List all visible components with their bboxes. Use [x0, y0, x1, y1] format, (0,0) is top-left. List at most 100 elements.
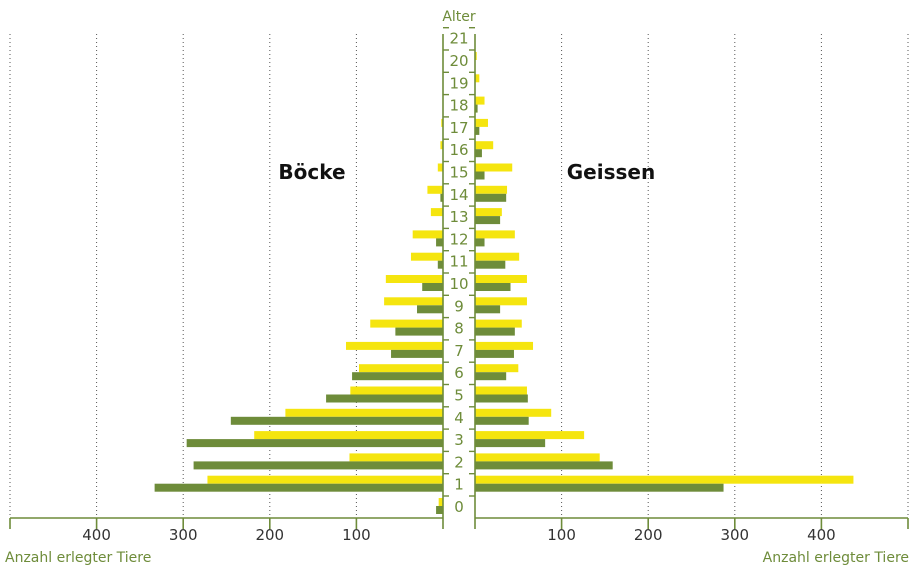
bar-left-green-age-0: [436, 506, 443, 514]
bar-right-yellow-age-5: [475, 386, 527, 395]
bar-left-yellow-age-9: [384, 297, 443, 306]
bar-right-yellow-age-1: [475, 475, 854, 484]
age-label-19: 19: [449, 74, 468, 92]
bar-left-green-age-11: [437, 260, 443, 269]
bar-right-green-age-17: [475, 126, 480, 135]
bar-right-yellow-age-11: [475, 252, 520, 261]
bar-right-green-age-16: [475, 149, 482, 158]
bars: [154, 52, 854, 514]
tick-label-right-400: 400: [807, 526, 836, 544]
bar-right-yellow-age-2: [475, 453, 600, 462]
bar-left-yellow-age-4: [285, 408, 443, 417]
age-label-7: 7: [454, 342, 464, 360]
bar-right-green-age-9: [475, 305, 501, 314]
bar-right-yellow-age-8: [475, 319, 522, 328]
bar-left-green-age-8: [395, 327, 443, 336]
bar-right-yellow-age-12: [475, 230, 515, 239]
age-label-14: 14: [449, 186, 468, 204]
age-label-9: 9: [454, 297, 464, 315]
bar-right-green-age-8: [475, 327, 515, 336]
gridlines: [9, 34, 909, 518]
bar-left-yellow-age-17: [441, 118, 443, 127]
tick-label-left-300: 300: [169, 526, 198, 544]
bar-right-green-age-5: [475, 394, 528, 403]
bar-left-green-age-12: [436, 238, 443, 247]
left-panel-label: Böcke: [278, 160, 345, 184]
age-label-6: 6: [454, 364, 464, 382]
bar-left-green-age-7: [391, 349, 443, 358]
age-label-3: 3: [454, 431, 464, 449]
bar-left-yellow-age-1: [207, 475, 443, 484]
bar-left-yellow-age-3: [254, 431, 443, 440]
tick-label-right-100: 100: [547, 526, 576, 544]
bar-left-green-age-4: [230, 416, 443, 425]
bar-right-yellow-age-13: [475, 208, 502, 217]
bar-right-green-age-14: [475, 193, 507, 202]
bar-right-green-age-6: [475, 372, 507, 381]
x-axis-title-right: Anzahl erlegter Tiere: [763, 550, 909, 566]
bar-left-yellow-age-6: [358, 364, 443, 373]
bar-left-yellow-age-12: [412, 230, 443, 239]
bar-right-green-age-12: [475, 238, 485, 247]
tick-labels: 100 100 200 200 300 300 400 400: [82, 526, 835, 544]
bar-right-green-age-13: [475, 216, 501, 225]
bar-right-yellow-age-19: [475, 74, 480, 83]
bar-right-green-age-10: [475, 283, 511, 291]
bar-right-yellow-age-18: [475, 96, 485, 105]
bar-left-yellow-age-11: [410, 252, 443, 261]
bar-left-yellow-age-13: [430, 208, 443, 217]
bar-left-yellow-age-0: [438, 498, 443, 506]
age-label-0: 0: [454, 498, 464, 516]
bar-right-green-age-18: [475, 104, 478, 113]
bar-right-yellow-age-9: [475, 297, 527, 306]
bar-right-yellow-age-17: [475, 118, 488, 127]
bar-left-yellow-age-15: [437, 163, 443, 172]
bar-left-green-age-1: [154, 483, 443, 492]
bar-right-green-age-4: [475, 416, 529, 425]
bar-left-yellow-age-7: [346, 341, 443, 350]
bar-right-yellow-age-20: [475, 52, 477, 60]
axes: [9, 34, 909, 529]
bar-right-yellow-age-15: [475, 163, 513, 172]
age-label-11: 11: [449, 253, 468, 271]
bar-left-yellow-age-16: [440, 141, 443, 150]
age-label-10: 10: [449, 275, 468, 293]
center-axis-label: Alter: [442, 9, 476, 25]
bar-left-green-age-3: [186, 439, 443, 448]
age-label-2: 2: [454, 453, 464, 471]
bar-right-yellow-age-4: [475, 408, 552, 417]
tick-label-left-400: 400: [82, 526, 111, 544]
bar-right-green-age-7: [475, 349, 514, 358]
age-label-13: 13: [449, 208, 468, 226]
bar-left-yellow-age-2: [349, 453, 443, 462]
tick-label-left-100: 100: [342, 526, 371, 544]
tick-label-left-200: 200: [255, 526, 284, 544]
age-label-5: 5: [454, 387, 464, 405]
age-label-16: 16: [449, 141, 468, 159]
bar-left-green-age-2: [193, 461, 443, 470]
bar-right-green-age-1: [475, 483, 724, 492]
age-label-12: 12: [449, 230, 468, 248]
age-label-8: 8: [454, 320, 464, 338]
bar-left-green-age-5: [326, 394, 443, 403]
age-label-15: 15: [449, 164, 468, 182]
age-label-21: 21: [449, 30, 468, 48]
bar-left-green-age-9: [417, 305, 443, 314]
bar-right-green-age-11: [475, 260, 506, 269]
tick-label-right-200: 200: [634, 526, 663, 544]
age-label-1: 1: [454, 476, 464, 494]
bar-right-yellow-age-10: [475, 275, 527, 283]
x-axis-title-left: Anzahl erlegter Tiere: [5, 550, 151, 566]
age-label-18: 18: [449, 97, 468, 115]
bar-left-green-age-10: [422, 283, 443, 291]
age-label-4: 4: [454, 409, 464, 427]
bar-left-yellow-age-14: [427, 185, 443, 194]
bar-right-green-age-2: [475, 461, 613, 470]
bar-left-green-age-14: [440, 193, 443, 202]
bar-left-yellow-age-10: [385, 275, 443, 283]
right-panel-label: Geissen: [567, 160, 655, 184]
bar-right-yellow-age-7: [475, 341, 534, 350]
bar-left-yellow-age-8: [370, 319, 443, 328]
